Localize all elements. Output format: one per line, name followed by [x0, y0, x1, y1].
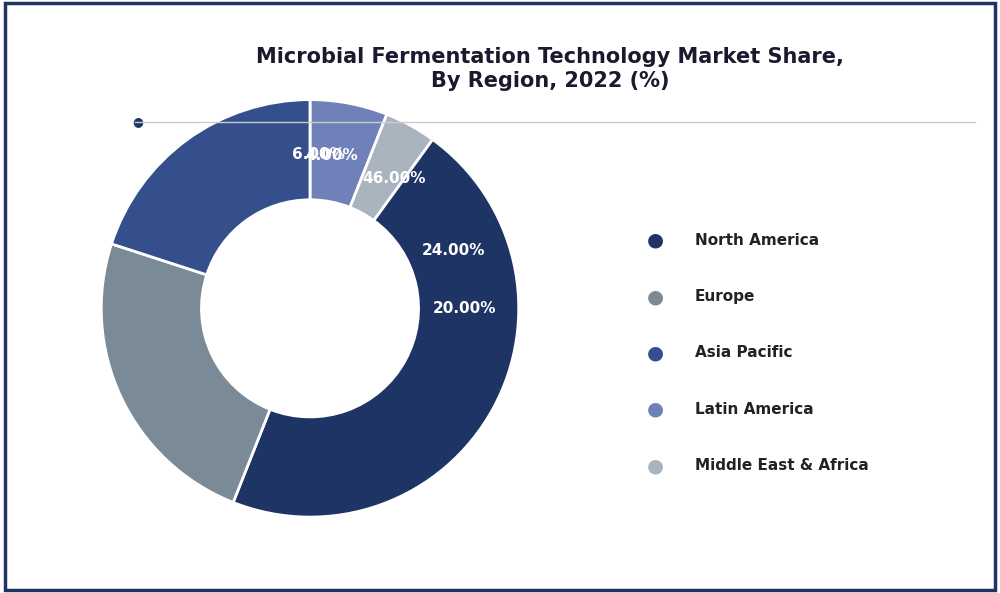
Text: 46.00%: 46.00%: [362, 171, 426, 186]
Text: Asia Pacific: Asia Pacific: [695, 345, 792, 361]
Text: ●: ●: [646, 343, 664, 362]
Wedge shape: [350, 114, 433, 221]
Text: Latin America: Latin America: [695, 401, 814, 417]
Text: North America: North America: [695, 232, 819, 248]
Text: PRECEDENCE: PRECEDENCE: [30, 39, 101, 48]
Text: Middle East & Africa: Middle East & Africa: [695, 458, 869, 473]
Wedge shape: [233, 139, 519, 517]
Text: ●: ●: [646, 231, 664, 250]
Wedge shape: [310, 100, 387, 208]
Text: Microbial Fermentation Technology Market Share,
By Region, 2022 (%): Microbial Fermentation Technology Market…: [256, 47, 844, 91]
Text: 24.00%: 24.00%: [421, 243, 485, 258]
Text: ●: ●: [646, 456, 664, 475]
Text: ●: ●: [646, 287, 664, 306]
Text: Europe: Europe: [695, 289, 755, 304]
Text: RESEARCH: RESEARCH: [37, 68, 94, 76]
Text: 20.00%: 20.00%: [433, 301, 496, 316]
Wedge shape: [101, 244, 270, 502]
Text: 4.00%: 4.00%: [305, 148, 358, 163]
Wedge shape: [111, 100, 310, 275]
Text: 6.00%: 6.00%: [292, 146, 345, 162]
Text: ●: ●: [646, 400, 664, 419]
Text: ●: ●: [133, 115, 143, 128]
